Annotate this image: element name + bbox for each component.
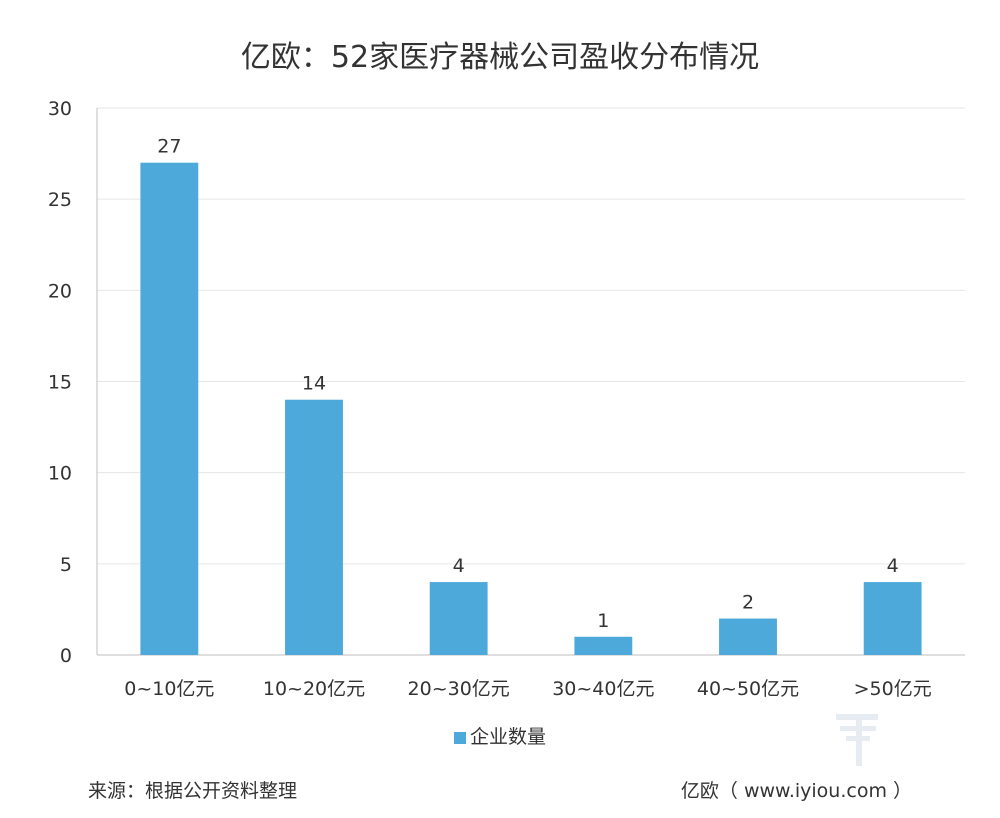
data-label: 27 (157, 136, 181, 158)
axes: 0 5 10 15 20 25 30 0~10亿元 10~20亿元 20~30亿元 30~40亿元 4… (48, 98, 965, 700)
legend: 企业数量 (0, 722, 1000, 749)
y-tick-label: 0 (60, 645, 72, 667)
data-label: 4 (453, 555, 465, 577)
data-label: 2 (742, 592, 754, 614)
y-tick-label: 15 (48, 372, 72, 394)
bar (285, 399, 343, 655)
data-label: 1 (597, 610, 609, 632)
bar (574, 636, 633, 655)
y-tick-label: 25 (48, 189, 72, 211)
chart-title: 亿欧：52家医疗器械公司盈收分布情况 (240, 40, 760, 75)
iyiou-logo-watermark (836, 714, 878, 766)
site-credit: 亿欧（ www.iyiou.com ） (680, 780, 912, 802)
legend-swatch (453, 732, 466, 744)
x-tick-label: 10~20亿元 (263, 678, 365, 700)
data-label: 14 (302, 373, 326, 395)
gridlines (97, 107, 965, 565)
x-tick-label: 0~10亿元 (124, 678, 214, 700)
bar (863, 582, 922, 655)
y-tick-label: 10 (48, 463, 72, 485)
x-tick-label: 20~30亿元 (408, 678, 510, 700)
bar (429, 582, 488, 655)
y-tick-label: 30 (48, 98, 72, 120)
x-tick-label: >50亿元 (854, 678, 932, 700)
y-tick-label: 5 (60, 554, 72, 576)
bars (140, 162, 922, 655)
y-tick-label: 20 (48, 280, 72, 302)
data-label: 4 (887, 555, 899, 577)
source-note: 来源：根据公开资料整理 (88, 780, 298, 802)
x-tick-label: 30~40亿元 (552, 678, 654, 700)
data-labels: 27 14 4 1 2 4 (157, 136, 898, 632)
bar (140, 162, 199, 655)
bar (719, 618, 777, 655)
legend-label: 企业数量 (469, 726, 546, 748)
x-tick-label: 40~50亿元 (697, 678, 799, 700)
